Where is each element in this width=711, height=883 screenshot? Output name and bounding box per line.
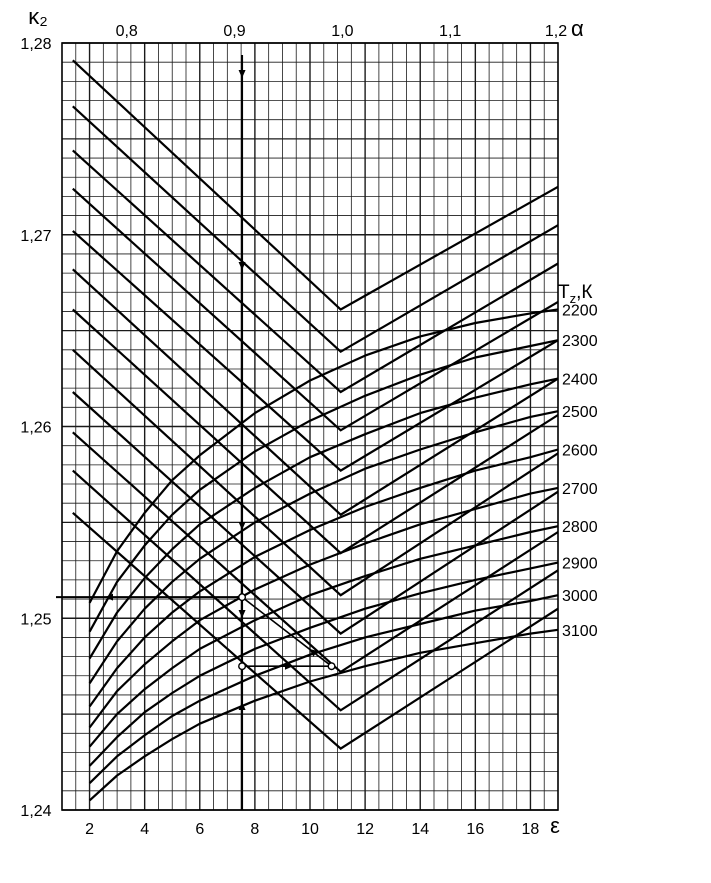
x-bottom-tick-label: 4 (140, 821, 149, 838)
series-label: 2200 (562, 303, 598, 320)
example-diagonal-line (241, 596, 333, 667)
arrow-down-icon (238, 262, 246, 270)
epsilon-curve (88, 594, 559, 784)
x-bottom-tick-label: 12 (356, 821, 374, 838)
arrow-down-icon (238, 70, 246, 78)
x-bottom-tick-label: 16 (466, 821, 484, 838)
alpha-curve (72, 105, 559, 354)
y-tick-label: 1,25 (20, 611, 51, 628)
alpha-curve (72, 187, 559, 432)
arrow-down-icon (238, 522, 246, 530)
series-label: 2400 (562, 372, 598, 389)
curves (72, 59, 559, 802)
y-tick-label: 1,27 (20, 228, 51, 245)
y-tick-label: 1,24 (20, 803, 51, 820)
epsilon-curve (88, 377, 559, 660)
epsilon-curve (88, 448, 559, 708)
series-label: 3100 (562, 623, 598, 640)
arrow-up-icon (238, 702, 246, 710)
alpha-curve (72, 391, 559, 635)
epsilon-curve (88, 486, 559, 729)
kappa-axis-title: κ₂ (28, 4, 48, 29)
alpha-curve (72, 230, 559, 472)
x-bottom-tick-label: 14 (411, 821, 429, 838)
x-top-tick-label: 1,2 (545, 23, 567, 40)
example-path (56, 55, 336, 810)
series-label: 2800 (562, 519, 598, 536)
alpha-curve (72, 59, 559, 311)
legend-title: Tz,К (558, 282, 592, 306)
alpha-curve (72, 268, 559, 517)
arrow-right-icon (285, 662, 293, 670)
x-bottom-tick-label: 18 (522, 821, 540, 838)
epsilon-curve (88, 628, 559, 802)
grid (61, 42, 559, 811)
series-label: 2500 (562, 404, 598, 421)
epsilon-axis-title: ε (550, 813, 560, 838)
example-point-marker (238, 593, 247, 602)
x-bottom-tick-label: 2 (85, 821, 94, 838)
x-top-tick-label: 1,1 (439, 23, 461, 40)
example-point-marker (238, 662, 247, 671)
alpha-curve (72, 348, 559, 597)
alpha-curve (72, 469, 559, 712)
series-label: 2700 (562, 481, 598, 498)
series-label: 2300 (562, 333, 598, 350)
epsilon-curve (88, 308, 559, 604)
labels: 2200 2300 2400 2500 2600 2700 2800 2900 3000 3100… (20, 4, 597, 838)
x-top-tick-label: 0,8 (116, 23, 138, 40)
plot-frame (61, 42, 559, 811)
epsilon-curve (88, 525, 559, 748)
y-tick-label: 1,26 (20, 420, 51, 437)
x-bottom-tick-label: 6 (195, 821, 204, 838)
arrow-diagonal-icon (309, 648, 318, 657)
series-label: 3000 (562, 588, 598, 605)
arrow-left-icon (105, 593, 113, 601)
x-top-tick-label: 1,0 (331, 23, 353, 40)
series-label: 2900 (562, 556, 598, 573)
x-top-tick-label: 0,9 (223, 23, 245, 40)
alpha-axis-title: α (571, 16, 584, 41)
x-bottom-tick-label: 8 (250, 821, 259, 838)
epsilon-curve (88, 561, 559, 767)
epsilon-curve (88, 410, 559, 685)
x-bottom-tick-label: 10 (301, 821, 319, 838)
series-label: 2600 (562, 443, 598, 460)
epsilon-curve (88, 339, 559, 633)
example-point-marker (327, 662, 336, 671)
arrow-down-icon (238, 610, 246, 618)
alpha-curve (72, 149, 559, 394)
y-tick-label: 1,28 (20, 36, 51, 53)
